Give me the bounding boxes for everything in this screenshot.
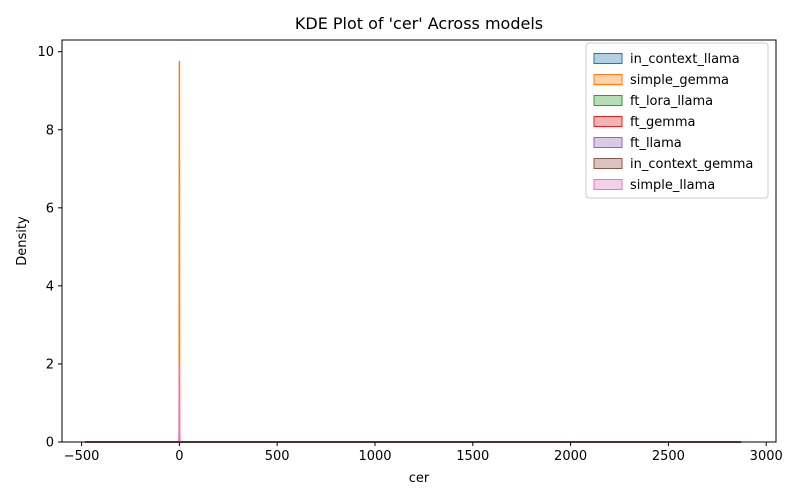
chart-title: KDE Plot of 'cer' Across models bbox=[295, 14, 543, 33]
legend-swatch-ft_llama bbox=[593, 137, 623, 148]
y-axis: 0 2 4 6 8 10 bbox=[37, 45, 62, 451]
legend-swatch-ft_gemma bbox=[593, 116, 623, 127]
x-tick-label: −500 bbox=[64, 449, 100, 464]
x-tick-label: 1000 bbox=[358, 449, 391, 464]
legend-swatch-in_context_llama bbox=[593, 53, 623, 64]
y-tick-label: 2 bbox=[46, 357, 54, 372]
legend-label-ft_llama: ft_llama bbox=[630, 136, 682, 151]
legend-label-in_context_gemma: in_context_gemma bbox=[630, 157, 753, 172]
legend-swatch-in_context_gemma bbox=[593, 158, 623, 169]
legend-swatch-ft_lora_llama bbox=[593, 95, 623, 106]
y-tick-label: 10 bbox=[37, 45, 54, 60]
legend-box bbox=[585, 42, 769, 199]
y-tick-label: 6 bbox=[46, 201, 54, 216]
x-axis: −500 0 500 1000 1500 2000 2500 3000 bbox=[64, 442, 783, 464]
legend-label-ft_lora_llama: ft_lora_llama bbox=[630, 94, 713, 109]
axes-frame bbox=[61, 39, 777, 443]
y-tick-label: 4 bbox=[46, 279, 54, 294]
legend-swatch-simple_llama bbox=[593, 179, 623, 190]
x-tick-label: 500 bbox=[265, 449, 290, 464]
legend-label-in_context_llama: in_context_llama bbox=[630, 52, 740, 67]
x-tick-label: 3000 bbox=[750, 449, 783, 464]
legend: in_context_llama simple_gemma ft_lora_llam… bbox=[585, 42, 769, 199]
x-tick-label: 0 bbox=[175, 449, 183, 464]
y-tick-label: 0 bbox=[46, 436, 54, 451]
legend-label-simple_gemma: simple_gemma bbox=[630, 73, 729, 88]
x-tick-label: 2000 bbox=[554, 449, 587, 464]
legend-label-simple_llama: simple_llama bbox=[630, 178, 715, 193]
x-tick-label: 2500 bbox=[652, 449, 685, 464]
x-tick-label: 1500 bbox=[456, 449, 489, 464]
legend-label-ft_gemma: ft_gemma bbox=[630, 115, 696, 130]
x-axis-title: cer bbox=[409, 471, 430, 486]
y-axis-title: Density bbox=[15, 216, 30, 266]
legend-swatch-simple_gemma bbox=[593, 74, 623, 85]
y-tick-label: 8 bbox=[46, 123, 54, 138]
